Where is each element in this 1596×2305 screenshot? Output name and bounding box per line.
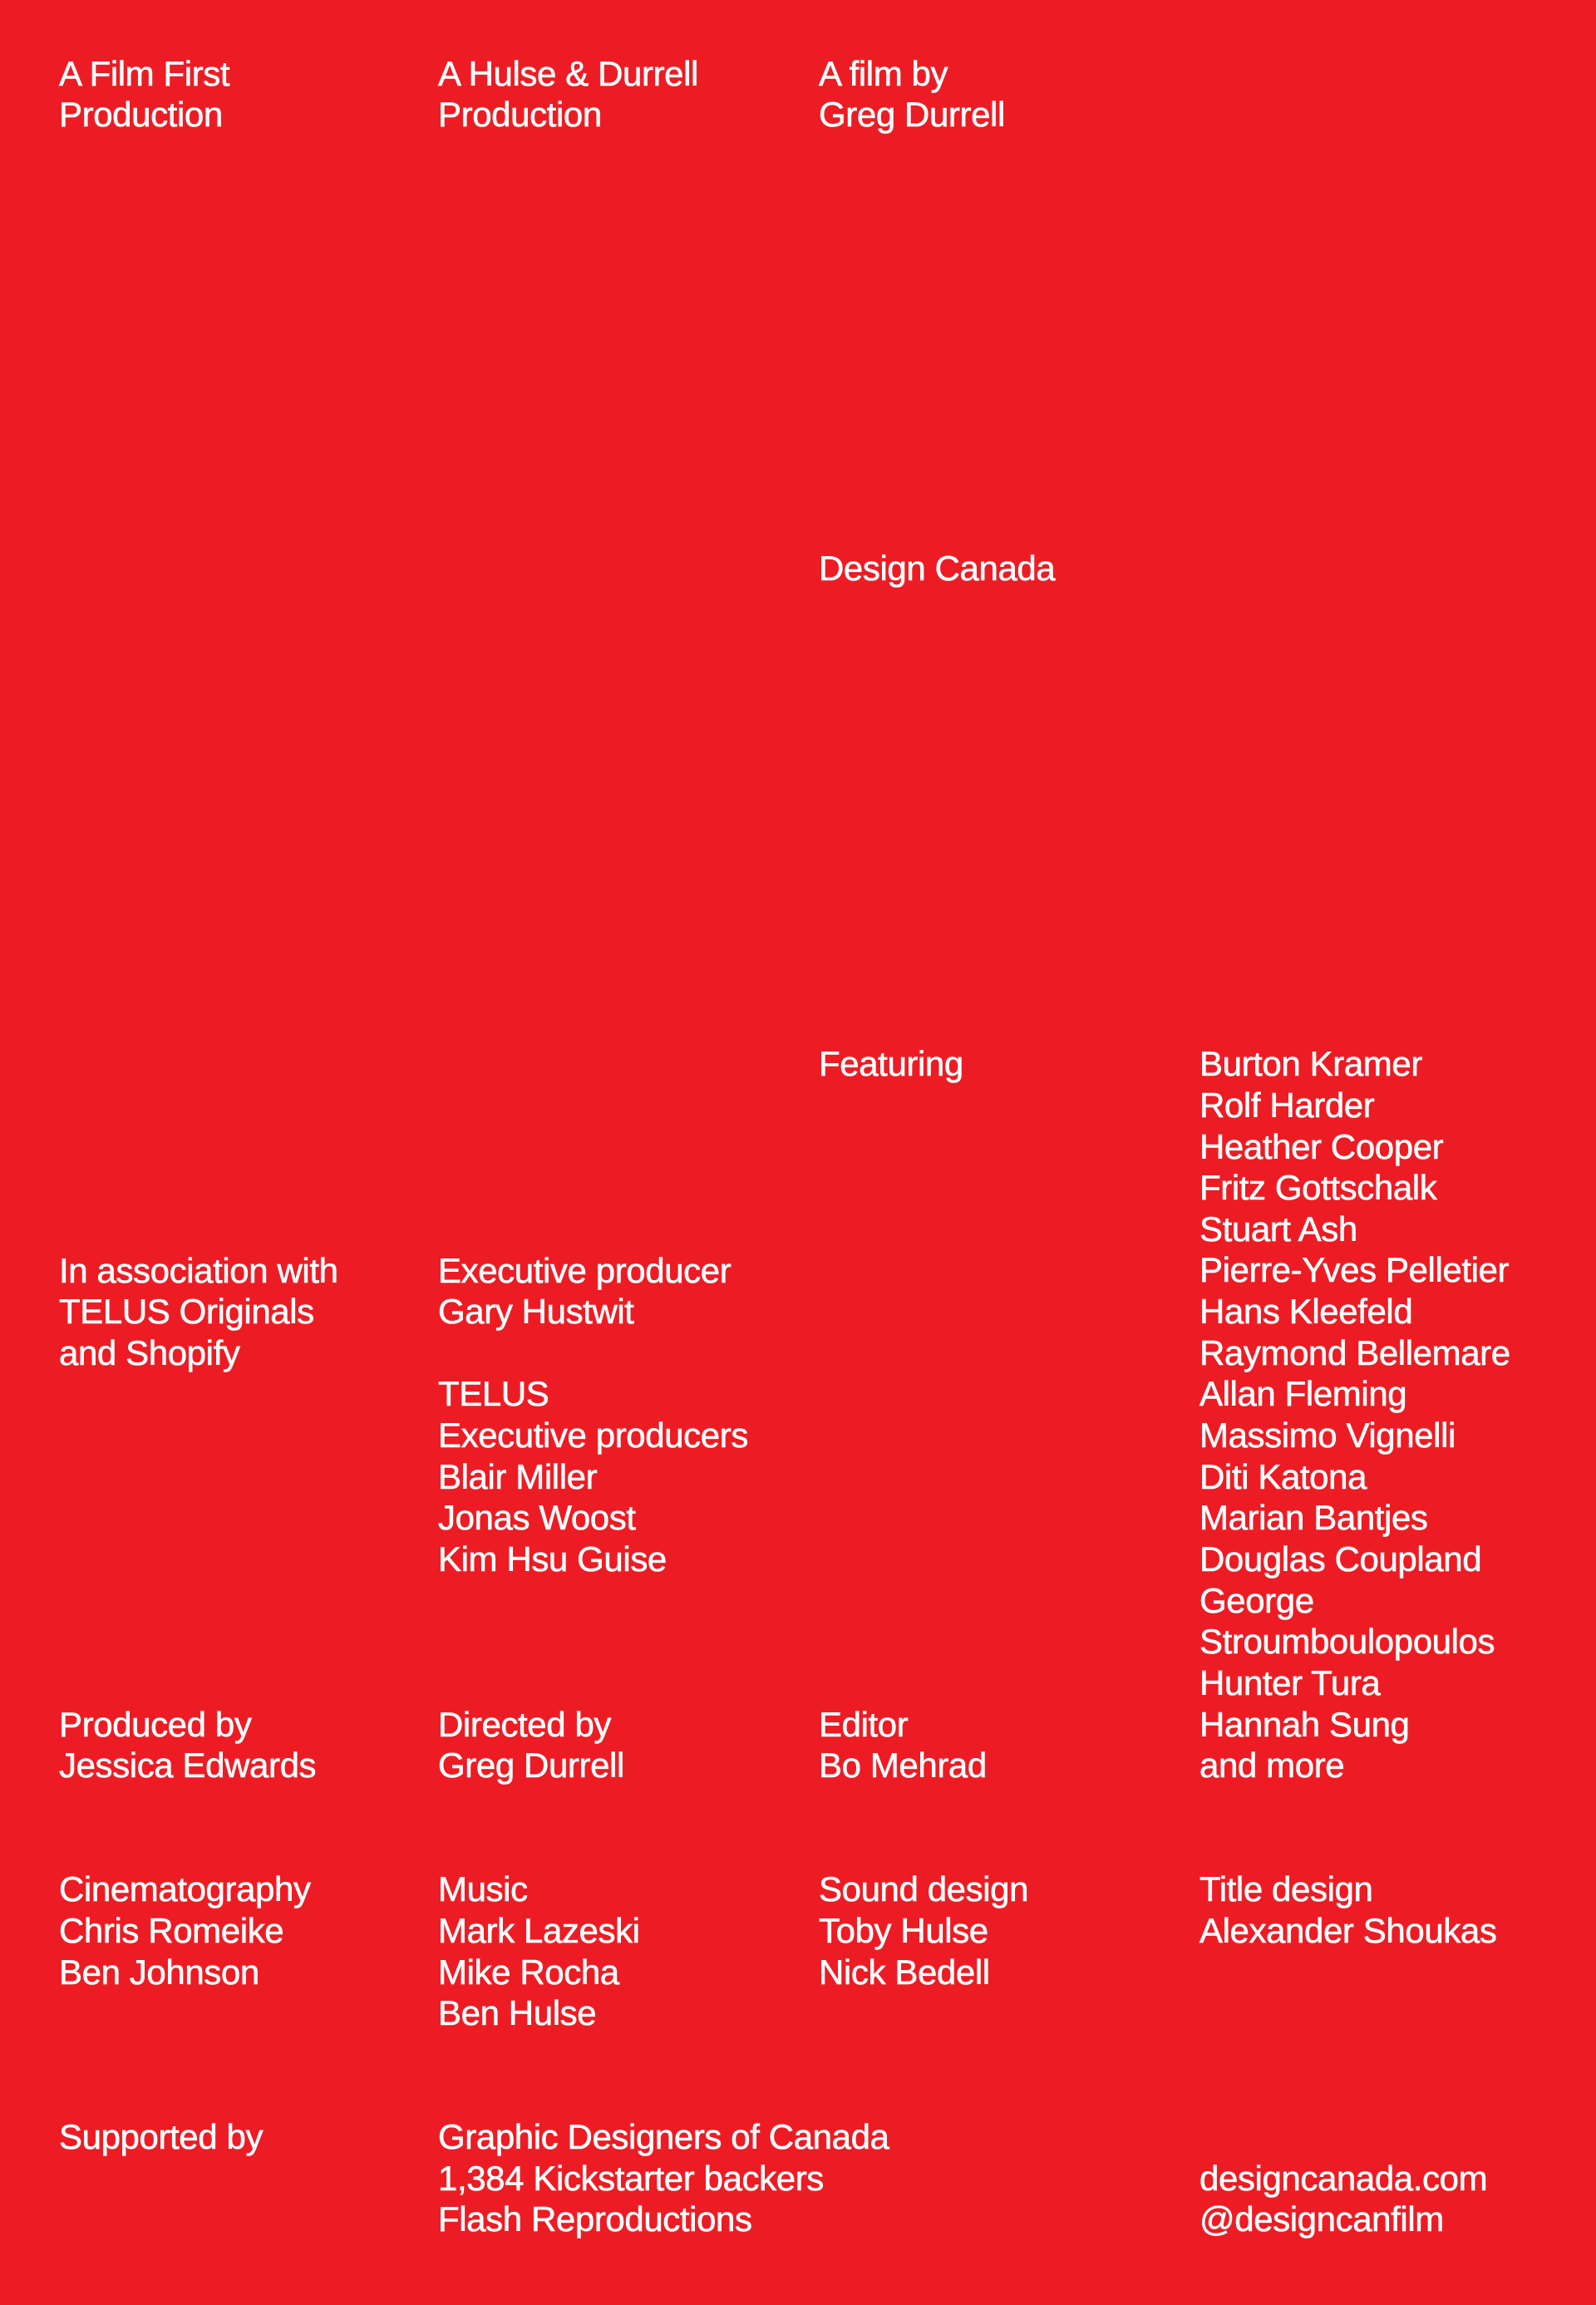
credit-line: Mike Rocha xyxy=(438,1952,620,1992)
credit-line: Nick Bedell xyxy=(819,1952,991,1992)
supporter: 1,384 Kickstarter backers xyxy=(438,2158,825,2198)
credit-line: Title design xyxy=(1199,1869,1373,1909)
credit-sound: Sound design Toby Hulse Nick Bedell xyxy=(819,1869,1029,1992)
credit-line: In association with xyxy=(59,1250,339,1290)
featured-name: George Stroumboulopoulos xyxy=(1199,1580,1495,1662)
featuring-label-text: Featuring xyxy=(819,1044,964,1084)
featured-name: Massimo Vignelli xyxy=(1199,1416,1456,1455)
credit-line: A Film First xyxy=(59,53,230,93)
credit-hulse-durrell: A Hulse & Durrell Production xyxy=(438,53,699,135)
featured-name: Stuart Ash xyxy=(1199,1209,1358,1249)
supporters-list: Graphic Designers of Canada 1,384 Kickst… xyxy=(438,2116,890,2240)
featured-name: Douglas Coupland xyxy=(1199,1539,1482,1579)
credit-line: Music xyxy=(438,1869,529,1909)
credit-line: Executive producers xyxy=(438,1416,749,1455)
credit-cinematography: Cinematography Chris Romeike Ben Johnson xyxy=(59,1869,312,1992)
credit-line: Mark Lazeski xyxy=(438,1910,641,1951)
credit-line: Editor xyxy=(819,1704,909,1744)
credit-association: In association with TELUS Originals and … xyxy=(59,1250,339,1374)
featured-name: Hunter Tura xyxy=(1199,1663,1381,1703)
featured-name: Diti Katona xyxy=(1199,1456,1367,1496)
featured-name: Rolf Harder xyxy=(1199,1085,1375,1125)
supported-label: Supported by xyxy=(59,2116,264,2158)
credit-line: TELUS xyxy=(438,1374,549,1414)
featuring-list: Burton Kramer Rolf Harder Heather Cooper… xyxy=(1199,1043,1574,1786)
credit-line: and Shopify xyxy=(59,1332,240,1373)
credit-directed: Directed by Greg Durrell xyxy=(438,1704,625,1786)
credit-film-by: A film by Greg Durrell xyxy=(819,53,1006,135)
title-text: Design Canada xyxy=(819,549,1056,589)
supporter: Graphic Designers of Canada xyxy=(438,2117,890,2157)
credit-line: Ben Hulse xyxy=(438,1993,597,2033)
featured-name: Fritz Gottschalk xyxy=(1199,1168,1437,1208)
credit-line: Toby Hulse xyxy=(819,1910,989,1951)
credit-line: A Hulse & Durrell xyxy=(438,53,699,93)
links: designcanada.com @designcanfilm xyxy=(1199,2158,1574,2240)
featured-name: Raymond Bellemare xyxy=(1199,1332,1511,1372)
credit-title-design: Title design Alexander Shoukas xyxy=(1199,1869,1574,1951)
credit-editor: Editor Bo Mehrad xyxy=(819,1704,988,1786)
credit-line: Greg Durrell xyxy=(438,1746,625,1785)
credit-line: Cinematography xyxy=(59,1869,312,1909)
featured-name: Allan Fleming xyxy=(1199,1374,1407,1414)
social-handle-link[interactable]: @designcanfilm xyxy=(1199,2199,1445,2239)
featured-name: and more xyxy=(1199,1746,1345,1785)
featured-name: Heather Cooper xyxy=(1199,1126,1444,1166)
credit-line: Greg Durrell xyxy=(819,95,1006,135)
credit-line: Jessica Edwards xyxy=(59,1746,317,1785)
credit-line: Jonas Woost xyxy=(438,1498,637,1538)
supporter: Flash Reproductions xyxy=(438,2199,753,2239)
credit-executive: Executive producer Gary Hustwit TELUS Ex… xyxy=(438,1250,749,1580)
credit-produced: Produced by Jessica Edwards xyxy=(59,1704,317,1786)
credit-line: Production xyxy=(59,95,224,135)
credit-line: Sound design xyxy=(819,1869,1029,1909)
credit-line: TELUS Originals xyxy=(59,1292,315,1332)
featured-name: Marian Bantjes xyxy=(1199,1498,1429,1538)
featuring-label: Featuring xyxy=(819,1043,964,1085)
credit-line: Produced by xyxy=(59,1704,252,1744)
credit-line: A film by xyxy=(819,53,948,93)
credit-line: Chris Romeike xyxy=(59,1910,284,1951)
featured-name: Pierre-Yves Pelletier xyxy=(1199,1250,1510,1290)
credit-line: Bo Mehrad xyxy=(819,1746,988,1785)
credit-line: Executive producer xyxy=(438,1250,732,1290)
credit-line: Supported by xyxy=(59,2117,264,2157)
credit-line: Kim Hsu Guise xyxy=(438,1539,667,1579)
credit-line: Alexander Shoukas xyxy=(1199,1910,1497,1951)
credit-line: Gary Hustwit xyxy=(438,1292,635,1332)
credit-line: Blair Miller xyxy=(438,1456,598,1496)
credit-line: Directed by xyxy=(438,1704,612,1744)
credit-film-first: A Film First Production xyxy=(59,53,230,135)
credit-music: Music Mark Lazeski Mike Rocha Ben Hulse xyxy=(438,1869,641,2034)
featured-name: Hans Kleefeld xyxy=(1199,1292,1413,1332)
featured-name: Hannah Sung xyxy=(1199,1704,1410,1744)
credit-line: Ben Johnson xyxy=(59,1952,260,1992)
featured-name: Burton Kramer xyxy=(1199,1044,1423,1084)
credit-line: Production xyxy=(438,95,603,135)
film-title: Design Canada xyxy=(819,548,1056,589)
website-link[interactable]: designcanada.com xyxy=(1199,2158,1488,2198)
